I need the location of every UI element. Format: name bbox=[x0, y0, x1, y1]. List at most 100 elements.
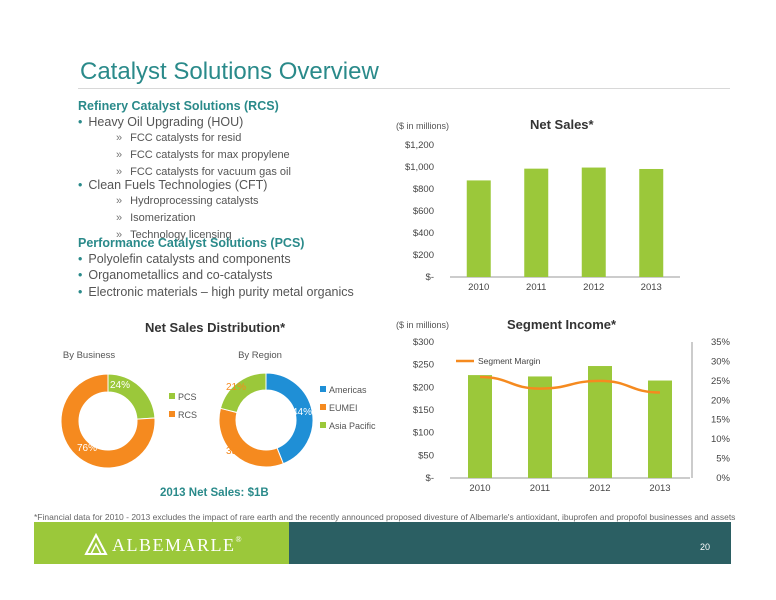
y2-tick-label: 30% bbox=[711, 356, 731, 367]
legend-swatch bbox=[169, 411, 175, 417]
x-tick-label: 2010 bbox=[468, 282, 489, 293]
y2-tick-label: 5% bbox=[716, 454, 730, 465]
y2-tick-label: 10% bbox=[711, 434, 731, 445]
rcs-item-cft: • Clean Fuels Technologies (CFT) bbox=[78, 178, 268, 192]
x-tick-label: 2010 bbox=[469, 483, 490, 494]
net-sales-bar bbox=[639, 168, 664, 277]
y-tick-label: $- bbox=[426, 473, 434, 484]
rcs-sub-item: » FCC catalysts for resid bbox=[116, 132, 242, 144]
y-tick-label: $200 bbox=[413, 382, 434, 393]
pcs-item-label: Electronic materials – high purity metal… bbox=[88, 285, 354, 299]
legend-swatch bbox=[320, 404, 326, 410]
footnote: *Financial data for 2010 - 2013 excludes… bbox=[34, 512, 736, 522]
donut-title: By Business bbox=[63, 350, 116, 361]
y-tick-label: $150 bbox=[413, 405, 434, 416]
donut-value-label: 76% bbox=[77, 443, 97, 454]
y2-tick-label: 0% bbox=[716, 473, 730, 484]
y-tick-label: $250 bbox=[413, 360, 434, 371]
x-tick-label: 2012 bbox=[589, 483, 610, 494]
y-tick-label: $600 bbox=[413, 206, 434, 217]
net-sales-bar bbox=[466, 180, 491, 277]
rcs-heading: Refinery Catalyst Solutions (RCS) bbox=[78, 99, 279, 113]
x-tick-label: 2011 bbox=[526, 282, 546, 293]
rcs-sub-item: » Technology licensing bbox=[116, 229, 232, 241]
legend-swatch bbox=[320, 386, 326, 392]
y2-tick-label: 25% bbox=[711, 376, 731, 387]
y-tick-label: $50 bbox=[418, 450, 434, 461]
donut-value-label: 24% bbox=[110, 380, 130, 391]
donut-slice bbox=[218, 407, 284, 468]
y-tick-label: $800 bbox=[413, 184, 434, 195]
legend-label: Asia Pacific bbox=[329, 421, 376, 431]
legend-swatch bbox=[169, 393, 175, 399]
segment-income-unit-label: ($ in millions) bbox=[396, 320, 450, 330]
rcs-sub-label: Isomerization bbox=[130, 212, 196, 224]
net-sales-unit-label: ($ in millions) bbox=[396, 121, 450, 131]
segment-margin-line bbox=[479, 375, 661, 394]
y2-tick-label: 35% bbox=[711, 337, 731, 348]
pcs-item-label: Organometallics and co-catalysts bbox=[88, 268, 273, 282]
rcs-item-label: Clean Fuels Technologies (CFT) bbox=[88, 178, 268, 192]
y2-tick-label: 15% bbox=[711, 415, 731, 426]
rcs-sub-label: FCC catalysts for vacuum gas oil bbox=[130, 166, 291, 178]
rcs-item-label: Heavy Oil Upgrading (HOU) bbox=[88, 115, 244, 129]
x-tick-label: 2012 bbox=[583, 282, 604, 293]
net-sales-bar bbox=[524, 168, 549, 277]
y-tick-label: $200 bbox=[413, 250, 434, 261]
donut-title: By Region bbox=[238, 350, 282, 361]
y-tick-label: $1,200 bbox=[405, 140, 434, 151]
donut-value-label: 44% bbox=[292, 407, 312, 418]
x-tick-label: 2013 bbox=[649, 483, 670, 494]
y2-tick-label: 20% bbox=[711, 395, 731, 406]
legend-label: Segment Margin bbox=[478, 356, 541, 366]
footer-green-band bbox=[34, 522, 289, 564]
page-title: Catalyst Solutions Overview bbox=[80, 58, 379, 85]
segment-income-bar bbox=[528, 376, 552, 478]
pcs-item: • Electronic materials – high purity meta… bbox=[78, 285, 354, 299]
rcs-sub-label: Technology licensing bbox=[130, 229, 232, 241]
registered-mark: ® bbox=[235, 535, 244, 544]
net-sales-distribution-charts: By Business 24% 76% PCS RCS By Region 44% 35% 21… bbox=[60, 350, 376, 469]
y-tick-label: $100 bbox=[413, 428, 434, 439]
net-sales-bar bbox=[581, 167, 606, 277]
albemarle-logo-icon bbox=[84, 532, 108, 555]
pcs-item: • Polyolefin catalysts and components bbox=[78, 252, 291, 266]
rcs-sub-label: FCC catalysts for max propylene bbox=[130, 149, 290, 161]
y-tick-label: $300 bbox=[413, 337, 434, 348]
legend-label: PCS bbox=[178, 392, 197, 402]
y-tick-label: $- bbox=[426, 272, 434, 283]
net-sales-chart: $- $200 $400 $600 $800 $1,000 $1,200 2010 2011 20… bbox=[405, 140, 680, 293]
donut-value-label: 21% bbox=[226, 382, 246, 393]
rcs-sub-item: » Isomerization bbox=[116, 212, 196, 224]
x-tick-label: 2013 bbox=[641, 282, 662, 293]
y-tick-label: $400 bbox=[413, 228, 434, 239]
donut-slice bbox=[219, 372, 267, 414]
rcs-sub-item: » FCC catalysts for vacuum gas oil bbox=[116, 166, 291, 178]
segment-income-chart: $- $50 $100 $150 $200 $250 $300 0% 5% 10% 15% 20% 25… bbox=[413, 337, 731, 494]
segment-income-bar bbox=[648, 380, 672, 478]
rcs-sub-item: » FCC catalysts for max propylene bbox=[116, 149, 290, 161]
legend-swatch bbox=[320, 422, 326, 428]
pcs-item-label: Polyolefin catalysts and components bbox=[88, 252, 291, 266]
y-tick-label: $1,000 bbox=[405, 162, 434, 173]
rcs-item-hou: • Heavy Oil Upgrading (HOU) bbox=[78, 115, 244, 129]
legend-label: RCS bbox=[178, 410, 197, 420]
distribution-title: Net Sales Distribution* bbox=[145, 320, 286, 335]
x-tick-label: 2011 bbox=[530, 483, 550, 494]
logo-text: ALBEMARLE bbox=[112, 535, 236, 555]
legend-label: EUMEI bbox=[329, 403, 358, 413]
title-divider bbox=[78, 88, 730, 89]
pcs-item: • Organometallics and co-catalysts bbox=[78, 268, 273, 282]
rcs-sub-item: » Hydroprocessing catalysts bbox=[116, 195, 259, 207]
segment-income-chart-title: Segment Income* bbox=[507, 317, 617, 332]
donut-slice bbox=[60, 373, 156, 469]
distribution-total-label: 2013 Net Sales: $1B bbox=[160, 487, 269, 499]
net-sales-chart-title: Net Sales* bbox=[530, 117, 594, 132]
albemarle-logo: ALBEMARLE® bbox=[112, 535, 243, 556]
rcs-sub-label: FCC catalysts for resid bbox=[130, 132, 242, 144]
rcs-sub-label: Hydroprocessing catalysts bbox=[130, 195, 259, 207]
pcs-heading: Performance Catalyst Solutions (PCS) bbox=[78, 236, 305, 250]
page-number: 20 bbox=[700, 542, 711, 552]
segment-income-bar bbox=[588, 366, 612, 478]
segment-income-bar bbox=[468, 375, 492, 478]
